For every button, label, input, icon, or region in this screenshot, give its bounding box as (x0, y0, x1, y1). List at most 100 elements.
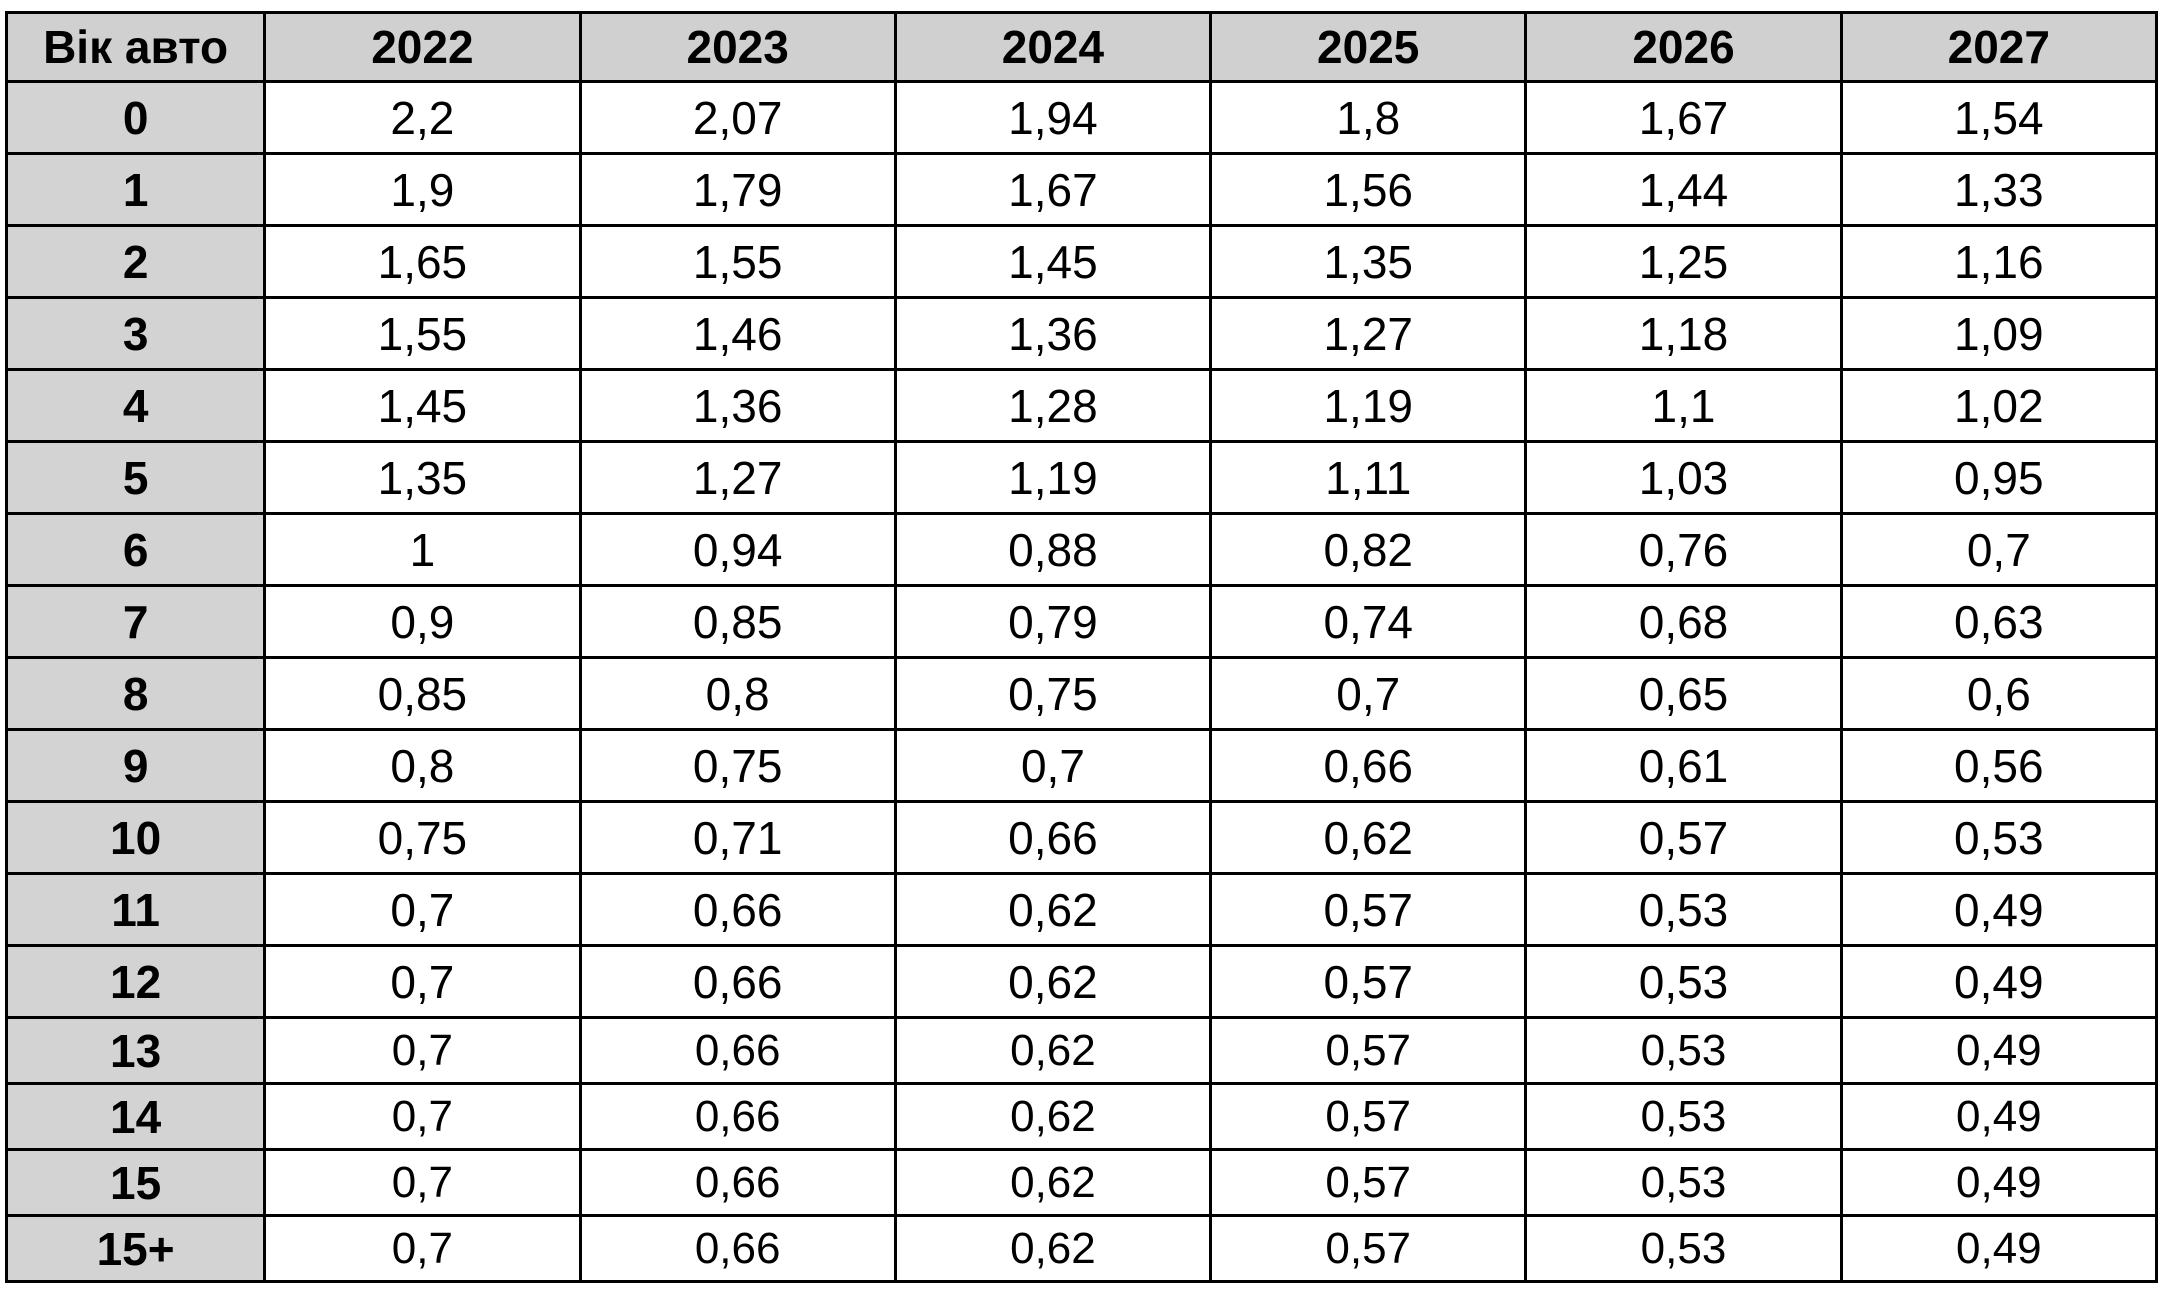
value-cell: 0,49 (1839, 872, 2159, 947)
value-cell: 0,76 (1524, 512, 1843, 587)
value-cell: 0,62 (1209, 800, 1528, 875)
value-cell: 0,57 (1209, 872, 1528, 947)
age-cell: 15+ (4, 1214, 267, 1283)
value-cell: 0,57 (1209, 1016, 1528, 1085)
value-cell: 0,82 (1209, 512, 1528, 587)
value-cell: 0,95 (1839, 440, 2159, 515)
value-cell: 0,7 (1209, 656, 1528, 731)
year-column-header: 2027 (1839, 11, 2159, 83)
value-cell: 1,25 (1524, 224, 1843, 299)
value-cell: 0,75 (263, 800, 582, 875)
value-cell: 1,56 (1209, 152, 1528, 227)
value-cell: 0,66 (1209, 728, 1528, 803)
value-cell: 0,56 (1839, 728, 2159, 803)
value-cell: 1,45 (263, 368, 582, 443)
value-cell: 1,9 (263, 152, 582, 227)
table-row: 9 0,8 0,75 0,7 0,66 0,61 0,56 (4, 728, 2159, 803)
value-cell: 0,65 (1524, 656, 1843, 731)
value-cell: 0,57 (1209, 1214, 1528, 1283)
value-cell: 0,66 (578, 1148, 897, 1217)
table-row: 2 1,65 1,55 1,45 1,35 1,25 1,16 (4, 224, 2159, 299)
value-cell: 1,94 (893, 80, 1213, 155)
value-cell: 0,66 (578, 872, 897, 947)
value-cell: 1,27 (1209, 296, 1528, 371)
value-cell: 0,49 (1839, 1214, 2159, 1283)
table-row: 7 0,9 0,85 0,79 0,74 0,68 0,63 (4, 584, 2159, 659)
value-cell: 0,7 (263, 1082, 582, 1151)
age-cell: 5 (4, 440, 267, 515)
value-cell: 0,6 (1839, 656, 2159, 731)
value-cell: 2,07 (578, 80, 897, 155)
value-cell: 0,79 (893, 584, 1213, 659)
table-row: 0 2,2 2,07 1,94 1,8 1,67 1,54 (4, 80, 2159, 155)
value-cell: 1,67 (1524, 80, 1843, 155)
value-cell: 0,49 (1839, 1148, 2159, 1217)
value-cell: 0,57 (1209, 1148, 1528, 1217)
coefficient-table: Вік авто 2022 2023 2024 2025 2026 2027 0… (4, 11, 2159, 1283)
value-cell: 0,61 (1524, 728, 1843, 803)
value-cell: 1,54 (1839, 80, 2159, 155)
table-row: 15+ 0,7 0,66 0,62 0,57 0,53 0,49 (4, 1214, 2159, 1283)
value-cell: 1,45 (893, 224, 1213, 299)
table-row: 12 0,7 0,66 0,62 0,57 0,53 0,49 (4, 944, 2159, 1019)
age-cell: 0 (4, 80, 267, 155)
value-cell: 1,33 (1839, 152, 2159, 227)
year-column-header: 2022 (263, 11, 582, 83)
value-cell: 0,53 (1524, 1214, 1843, 1283)
value-cell: 0,7 (263, 1214, 582, 1283)
table-row: 8 0,85 0,8 0,75 0,7 0,65 0,6 (4, 656, 2159, 731)
value-cell: 1,27 (578, 440, 897, 515)
value-cell: 1,36 (893, 296, 1213, 371)
age-cell: 3 (4, 296, 267, 371)
value-cell: 0,62 (893, 1082, 1213, 1151)
value-cell: 0,88 (893, 512, 1213, 587)
value-cell: 0,63 (1839, 584, 2159, 659)
header-row: Вік авто 2022 2023 2024 2025 2026 2027 (4, 11, 2159, 83)
value-cell: 0,68 (1524, 584, 1843, 659)
age-cell: 11 (4, 872, 267, 947)
value-cell: 0,85 (578, 584, 897, 659)
value-cell: 0,66 (578, 944, 897, 1019)
year-column-header: 2023 (578, 11, 897, 83)
value-cell: 0,8 (578, 656, 897, 731)
value-cell: 0,62 (893, 1148, 1213, 1217)
value-cell: 0,7 (263, 872, 582, 947)
value-cell: 0,94 (578, 512, 897, 587)
age-cell: 2 (4, 224, 267, 299)
value-cell: 1,55 (263, 296, 582, 371)
value-cell: 1,18 (1524, 296, 1843, 371)
value-cell: 0,49 (1839, 1016, 2159, 1085)
value-cell: 0,66 (578, 1082, 897, 1151)
value-cell: 0,53 (1524, 1082, 1843, 1151)
value-cell: 1,44 (1524, 152, 1843, 227)
value-cell: 0,75 (578, 728, 897, 803)
value-cell: 0,7 (263, 1016, 582, 1085)
value-cell: 0,49 (1839, 944, 2159, 1019)
value-cell: 1,79 (578, 152, 897, 227)
value-cell: 0,62 (893, 1214, 1213, 1283)
value-cell: 0,7 (1839, 512, 2159, 587)
value-cell: 0,66 (578, 1016, 897, 1085)
value-cell: 0,8 (263, 728, 582, 803)
value-cell: 0,9 (263, 584, 582, 659)
value-cell: 0,57 (1524, 800, 1843, 875)
age-cell: 7 (4, 584, 267, 659)
age-cell: 8 (4, 656, 267, 731)
age-cell: 14 (4, 1082, 267, 1151)
age-cell: 13 (4, 1016, 267, 1085)
value-cell: 1,03 (1524, 440, 1843, 515)
age-cell: 10 (4, 800, 267, 875)
value-cell: 1,09 (1839, 296, 2159, 371)
value-cell: 0,7 (893, 728, 1213, 803)
value-cell: 2,2 (263, 80, 582, 155)
value-cell: 0,53 (1524, 1148, 1843, 1217)
age-cell: 15 (4, 1148, 267, 1217)
value-cell: 1,1 (1524, 368, 1843, 443)
age-cell: 4 (4, 368, 267, 443)
value-cell: 0,57 (1209, 944, 1528, 1019)
value-cell: 0,74 (1209, 584, 1528, 659)
table-row: 11 0,7 0,66 0,62 0,57 0,53 0,49 (4, 872, 2159, 947)
value-cell: 0,62 (893, 1016, 1213, 1085)
value-cell: 1,11 (1209, 440, 1528, 515)
